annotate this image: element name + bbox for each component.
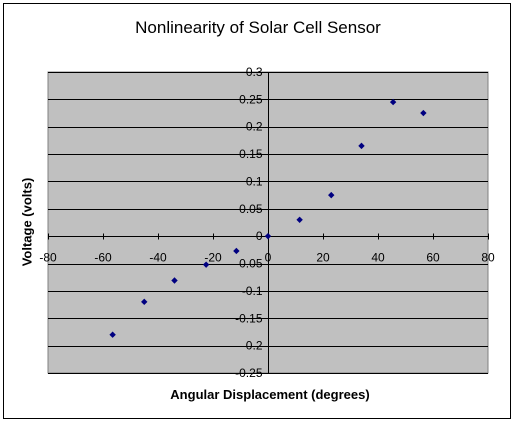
y-tick-label: -0.15 bbox=[235, 311, 263, 325]
y-tick-label: 0.15 bbox=[239, 147, 263, 161]
x-tick-label: -20 bbox=[204, 251, 222, 265]
data-point bbox=[233, 247, 240, 255]
y-tick-label: -0.2 bbox=[242, 339, 263, 353]
y-tick-label: 0.1 bbox=[246, 174, 263, 188]
x-tick-label: 0 bbox=[265, 251, 272, 265]
data-point bbox=[420, 109, 427, 117]
y-tick-label: -0.05 bbox=[235, 257, 263, 271]
x-tick-label: 80 bbox=[481, 251, 495, 265]
y-tick-label: 0.25 bbox=[239, 92, 263, 106]
data-point bbox=[171, 277, 178, 284]
y-tick-label: 0.2 bbox=[246, 120, 263, 134]
y-tick-label: -0.1 bbox=[242, 284, 263, 298]
x-tick-label: -60 bbox=[94, 251, 112, 265]
x-tick-label: 60 bbox=[426, 251, 440, 265]
data-point bbox=[264, 232, 272, 240]
data-point bbox=[389, 98, 397, 106]
data-point bbox=[358, 142, 365, 150]
data-point bbox=[109, 331, 116, 338]
y-tick-label: 0.3 bbox=[246, 65, 263, 79]
y-axis-label: Voltage (volts) bbox=[19, 177, 35, 267]
x-axis-label: Angular Displacement (degrees) bbox=[170, 387, 370, 402]
y-tick-label: 0 bbox=[256, 229, 263, 243]
y-tick-label: 0.05 bbox=[239, 202, 263, 216]
data-point bbox=[328, 191, 335, 199]
x-tick-label: -40 bbox=[149, 251, 167, 265]
data-point bbox=[296, 216, 303, 223]
y-tick-label: -0.25 bbox=[235, 366, 263, 380]
data-point bbox=[141, 298, 148, 306]
x-tick-label: 40 bbox=[371, 251, 385, 265]
data-points bbox=[109, 98, 427, 338]
chart-title: Nonlinearity of Solar Cell Sensor bbox=[135, 18, 381, 37]
x-tick-label: -80 bbox=[39, 251, 57, 265]
tick-labels: -80 -60 -40 -20 0 20 40 60 80 0.3 0.25 0.2 0.15 0.1 0.… bbox=[39, 65, 495, 380]
x-tick-label: 20 bbox=[316, 251, 330, 265]
data-point bbox=[202, 261, 210, 268]
